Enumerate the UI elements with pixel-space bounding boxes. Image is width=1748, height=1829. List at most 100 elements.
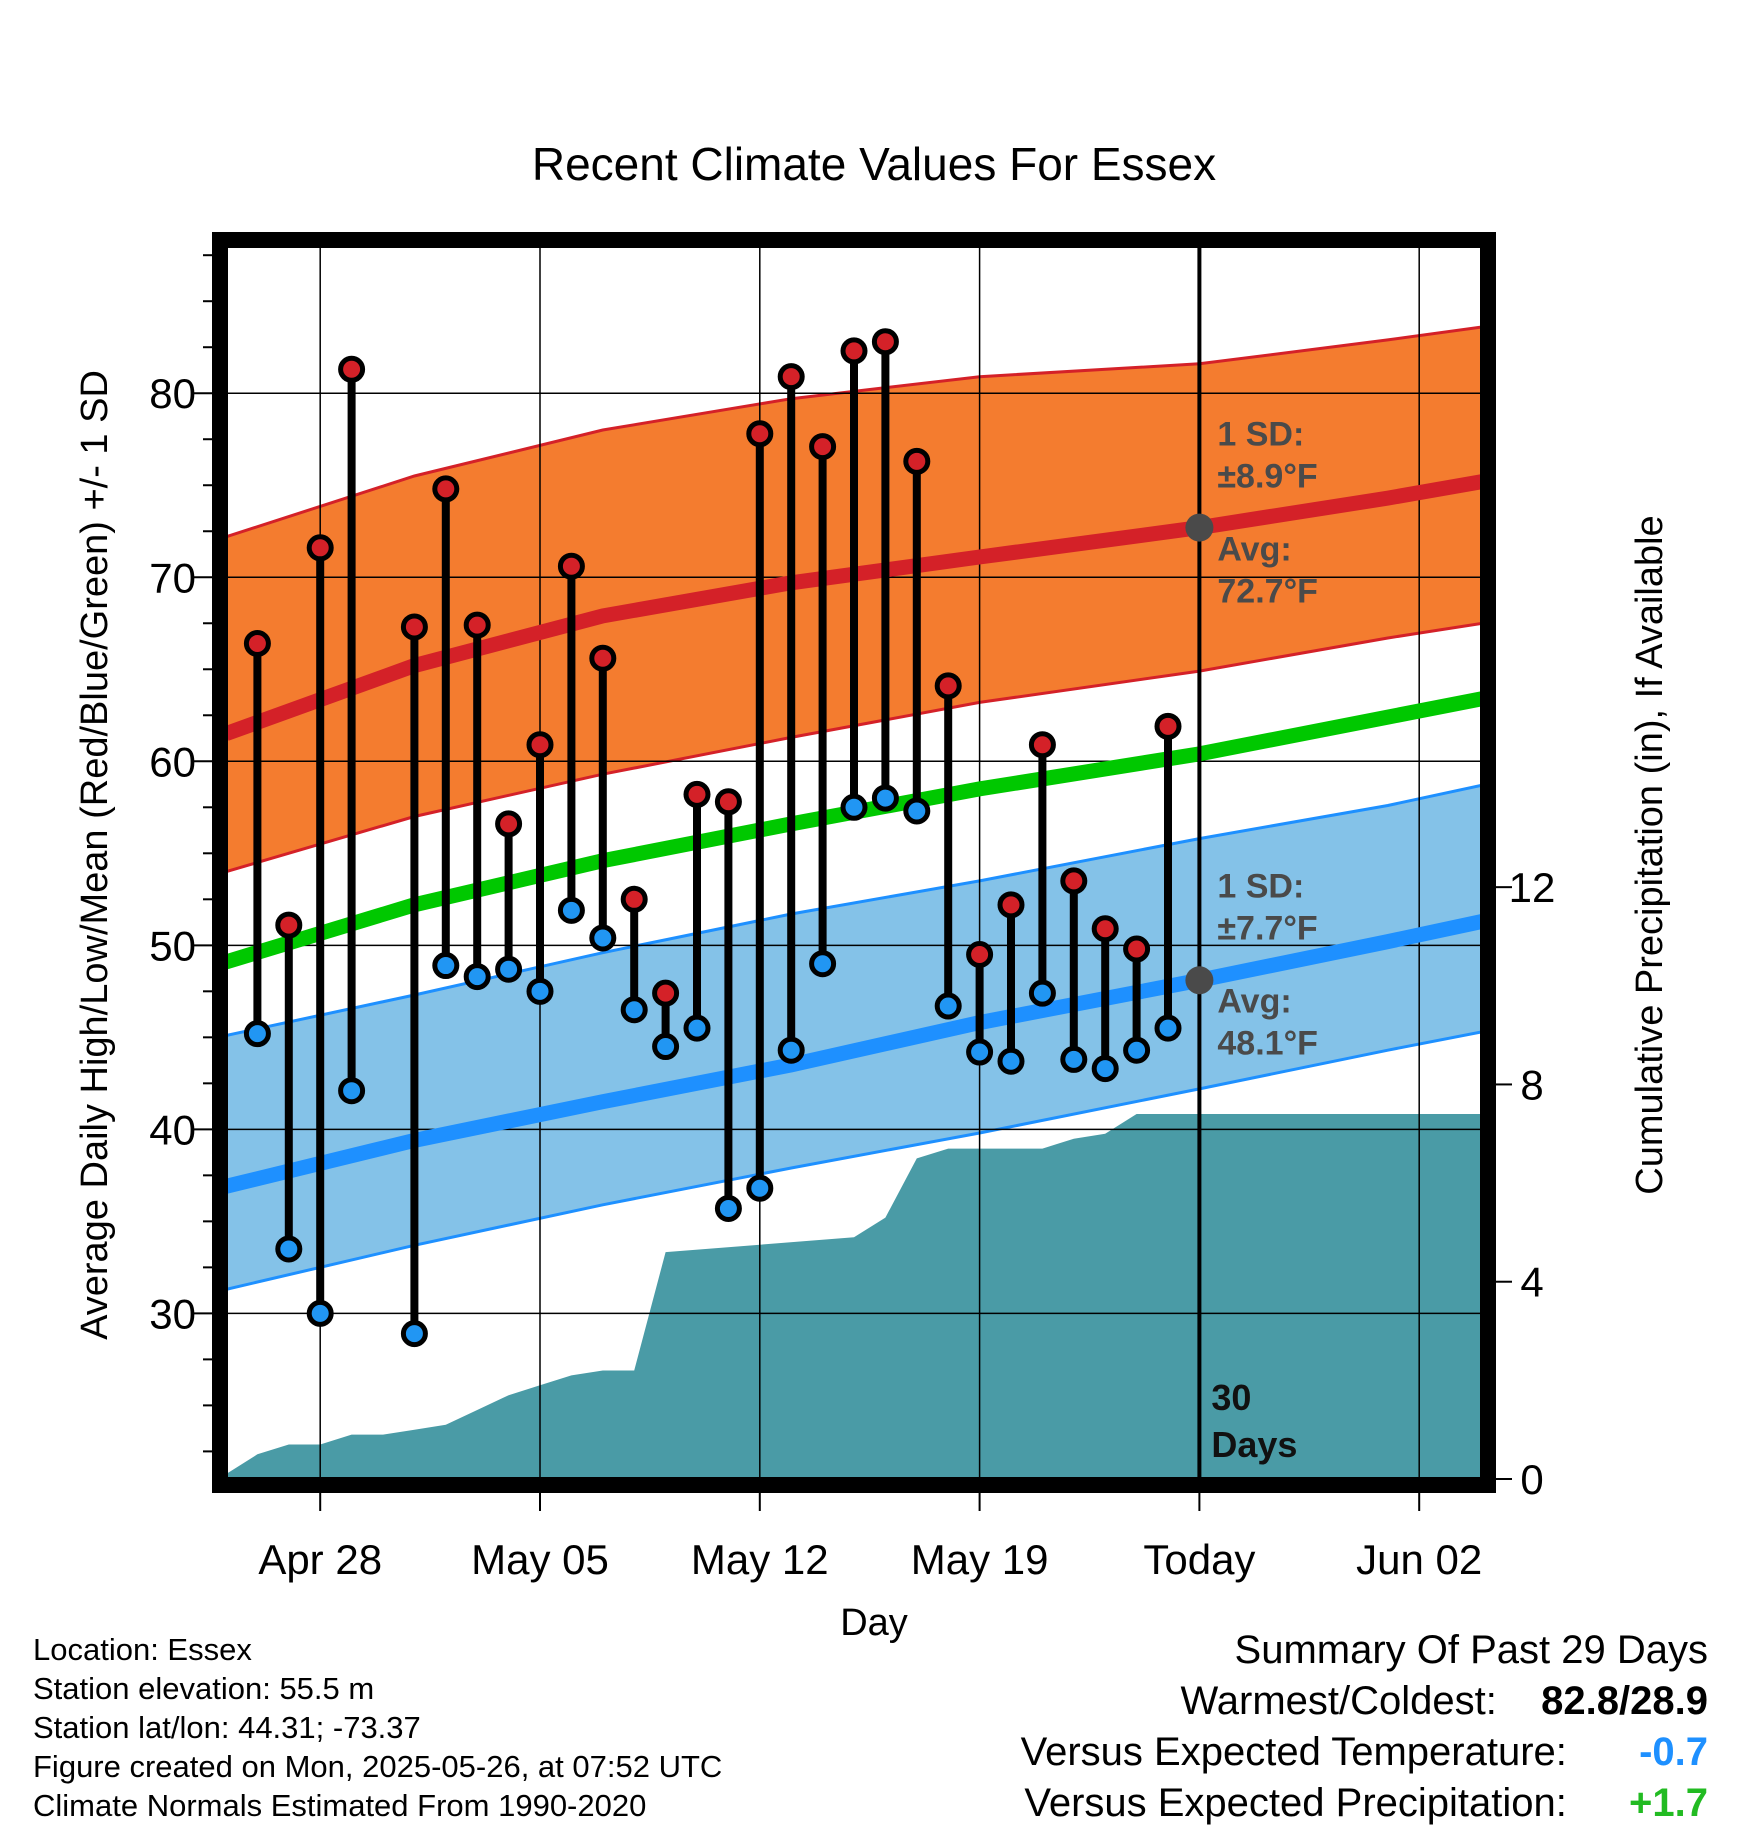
plot-border — [212, 232, 1496, 1493]
summary-heading: Summary Of Past 29 Days — [1234, 1628, 1708, 1672]
x-tick-label: Apr 28 — [258, 1536, 382, 1583]
plot-frame — [212, 232, 1496, 1493]
station-elevation: Station elevation: 55.5 m — [33, 1671, 375, 1706]
daily-low-point — [338, 1077, 366, 1105]
daily-high-point — [589, 644, 617, 672]
daily-high-point — [557, 552, 585, 580]
daily-high-point — [714, 788, 742, 816]
daily-low-point — [746, 1174, 774, 1202]
x-tick-label: Jun 02 — [1356, 1536, 1482, 1583]
x-tick-label: Today — [1143, 1536, 1255, 1583]
temp-departure-value: -0.7 — [1639, 1730, 1708, 1774]
daily-high-point — [966, 941, 994, 969]
low-sd-title: 1 SD: — [1217, 867, 1304, 905]
today-low-normal-marker — [1185, 966, 1214, 995]
daily-low-point — [495, 955, 523, 983]
y-tick-label: 60 — [149, 738, 196, 785]
x-tick-label: May 19 — [911, 1536, 1049, 1583]
daily-low-point — [306, 1299, 334, 1327]
y2-tick-label: 8 — [1520, 1061, 1543, 1108]
daily-low-point — [275, 1235, 303, 1263]
summary-precip-row: Versus Expected Precipitation: +1.7 — [1021, 1778, 1708, 1829]
low-avg-value: 48.1°F — [1217, 1024, 1318, 1062]
daily-low-point — [620, 996, 648, 1024]
daily-low-point — [683, 1014, 711, 1042]
x-axis-label: Day — [840, 1602, 908, 1644]
daily-low-point — [714, 1194, 742, 1222]
x-tick-label: May 12 — [691, 1536, 829, 1583]
daily-low-point — [589, 924, 617, 952]
y-tick-label: 50 — [149, 922, 196, 969]
daily-high-point — [683, 780, 711, 808]
daily-high-point — [777, 363, 805, 391]
station-latlon: Station lat/lon: 44.31; -73.37 — [33, 1710, 421, 1745]
low-sd-lower-line — [226, 1030, 1482, 1291]
daily-high-point — [1060, 867, 1088, 895]
daily-high-point — [1028, 731, 1056, 759]
daily-low-point — [777, 1036, 805, 1064]
window-label-number: 30 — [1211, 1377, 1251, 1418]
daily-high-point — [526, 731, 554, 759]
daily-low-point — [652, 1033, 680, 1061]
precip-departure-value: +1.7 — [1629, 1781, 1708, 1825]
x-tick-label: May 05 — [471, 1536, 609, 1583]
daily-high-point — [620, 885, 648, 913]
plot-area: 1 SD: ±8.9°F Avg: 72.7°F 1 SD: ±7.7°F Avg: 48.1… — [226, 246, 1482, 1479]
axes: 30 40 50 60 70 80 0 4 8 12 Apr 28 May 05 May 12 May 1… — [149, 254, 1555, 1583]
daily-low-point — [966, 1038, 994, 1066]
low-sd-upper-line — [226, 783, 1482, 1037]
summary-warmest-row: Warmest/Coldest: 82.8/28.9 — [1021, 1676, 1709, 1727]
daily-high-point — [934, 672, 962, 700]
station-location: Location: Essex — [33, 1632, 252, 1667]
daily-low-point — [243, 1020, 271, 1048]
daily-low-point — [903, 797, 931, 825]
y2-tick-label: 4 — [1520, 1259, 1543, 1306]
summary-panel: Summary Of Past 29 Days Warmest/Coldest:… — [1021, 1625, 1708, 1829]
low-sd-value: ±7.7°F — [1217, 909, 1317, 947]
daily-high-point — [495, 810, 523, 838]
daily-high-point — [652, 979, 680, 1007]
precip-departure-label: Versus Expected Precipitation: — [1024, 1781, 1567, 1825]
plot-content: 1 SD: ±8.9°F Avg: 72.7°F 1 SD: ±7.7°F Avg: 48.1… — [226, 246, 1482, 1479]
y-axis-label: Average Daily High/Low/Mean (Red/Blue/Gr… — [74, 370, 116, 1340]
high-avg-title: Avg: — [1217, 531, 1291, 569]
daily-low-point — [1060, 1045, 1088, 1073]
daily-low-point — [432, 952, 460, 980]
daily-high-point — [997, 891, 1025, 919]
daily-low-point — [809, 950, 837, 978]
daily-high-point — [1154, 712, 1182, 740]
warmest-coldest-value: 82.8/28.9 — [1541, 1679, 1708, 1723]
daily-high-point — [306, 534, 334, 562]
daily-low-point — [840, 793, 868, 821]
daily-high-point — [275, 911, 303, 939]
climate-normals-note: Climate Normals Estimated From 1990-2020 — [33, 1788, 647, 1823]
daily-low-point — [1028, 979, 1056, 1007]
daily-high-point — [1123, 935, 1151, 963]
daily-high-point — [809, 433, 837, 461]
y2-axis-label: Cumulative Precipitation (in), If Availa… — [1629, 515, 1671, 1194]
daily-high-point — [840, 337, 868, 365]
high-avg-value: 72.7°F — [1217, 573, 1318, 611]
warmest-coldest-label: Warmest/Coldest: — [1180, 1679, 1497, 1723]
window-label-unit: Days — [1211, 1424, 1297, 1465]
daily-high-point — [871, 328, 899, 356]
high-sd-title: 1 SD: — [1217, 416, 1304, 454]
daily-low-point — [557, 896, 585, 924]
daily-low-point — [934, 992, 962, 1020]
daily-high-point — [432, 475, 460, 503]
daily-high-point — [903, 447, 931, 475]
y-tick-label: 80 — [149, 370, 196, 417]
daily-low-point — [1091, 1055, 1119, 1083]
figure-created: Figure created on Mon, 2025-05-26, at 07… — [33, 1749, 723, 1784]
daily-high-point — [746, 420, 774, 448]
daily-low-point — [400, 1320, 428, 1348]
daily-high-point — [338, 355, 366, 383]
daily-high-point — [400, 613, 428, 641]
daily-high-point — [463, 611, 491, 639]
daily-low-point — [997, 1047, 1025, 1075]
y-tick-label: 70 — [149, 554, 196, 601]
y-tick-label: 30 — [149, 1290, 196, 1337]
temp-departure-label: Versus Expected Temperature: — [1020, 1730, 1567, 1774]
daily-low-point — [1154, 1014, 1182, 1042]
summary-temp-row: Versus Expected Temperature: -0.7 — [1021, 1727, 1708, 1778]
